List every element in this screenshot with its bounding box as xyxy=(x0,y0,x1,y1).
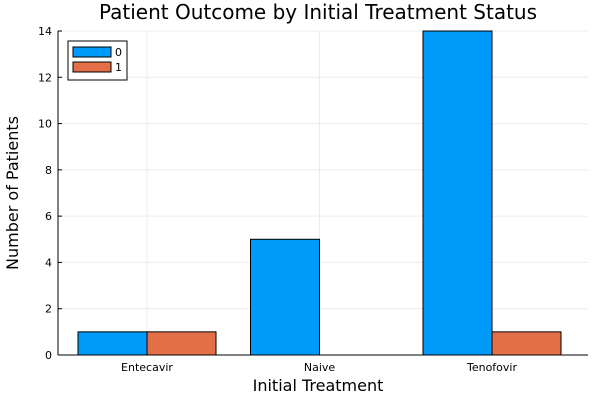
x-axis-label: Initial Treatment xyxy=(253,376,384,395)
y-tick-label: 2 xyxy=(45,303,52,316)
y-ticks: 0 2 4 6 8 10 12 14 xyxy=(38,25,62,362)
legend-label-1: 1 xyxy=(115,61,122,74)
y-tick-label: 4 xyxy=(45,256,52,269)
chart-title: Patient Outcome by Initial Treatment Sta… xyxy=(99,0,537,24)
x-ticks: Entecavir Naive Tenofovir xyxy=(121,351,517,374)
bars xyxy=(77,30,562,356)
legend-label-0: 0 xyxy=(115,46,122,59)
y-tick-label: 12 xyxy=(38,71,52,84)
y-tick-label: 6 xyxy=(45,210,52,223)
legend-swatch-1 xyxy=(72,61,112,73)
legend-swatch-0 xyxy=(72,46,112,58)
bar-entecavir-series-0 xyxy=(77,331,148,356)
x-tick-label: Naive xyxy=(304,361,336,374)
bar-tenofovir-series-1 xyxy=(491,331,562,356)
x-tick-label: Tenofovir xyxy=(466,361,517,374)
bar-tenofovir-series-0 xyxy=(422,30,493,356)
legend: 0 1 xyxy=(67,40,128,81)
x-tick-label: Entecavir xyxy=(121,361,173,374)
y-tick-label: 8 xyxy=(45,164,52,177)
bar-entecavir-series-1 xyxy=(146,331,217,356)
y-tick-label: 0 xyxy=(45,349,52,362)
grid xyxy=(58,30,588,355)
y-tick-label: 14 xyxy=(38,25,52,38)
bar-naive-series-0 xyxy=(250,238,320,356)
y-tick-label: 10 xyxy=(38,118,52,131)
y-axis-label: Number of Patients xyxy=(3,116,22,270)
